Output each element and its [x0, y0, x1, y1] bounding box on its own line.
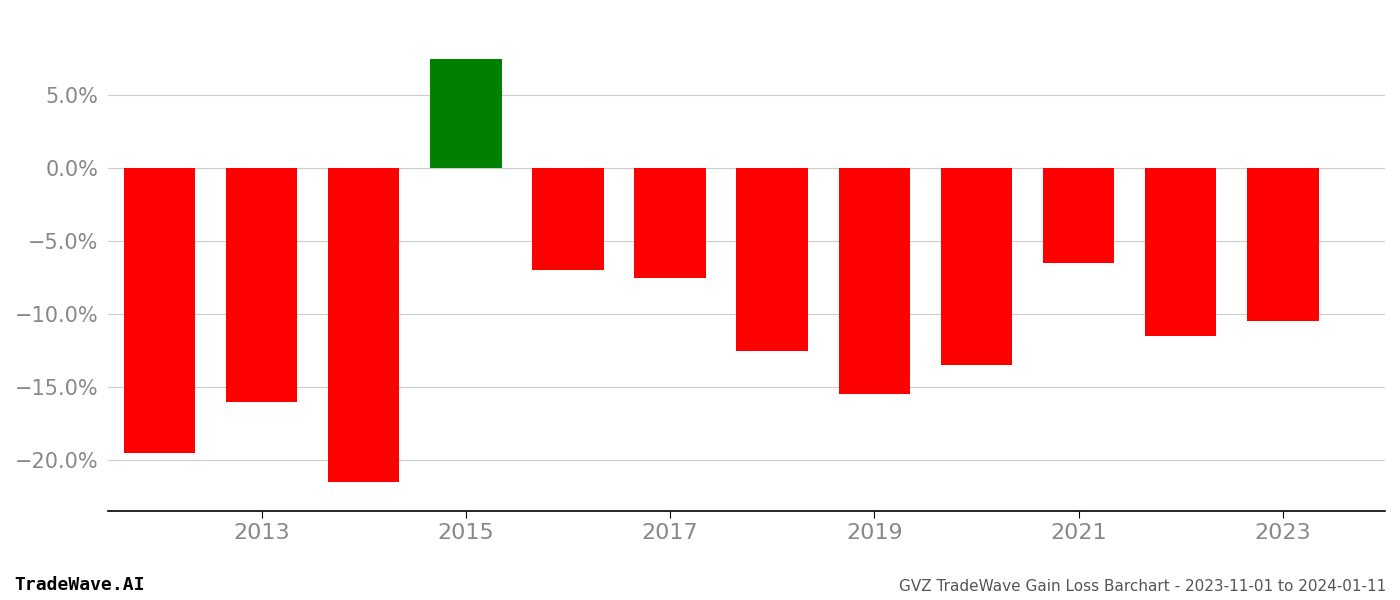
- Bar: [1145, 168, 1217, 336]
- Text: GVZ TradeWave Gain Loss Barchart - 2023-11-01 to 2024-01-11: GVZ TradeWave Gain Loss Barchart - 2023-…: [899, 579, 1386, 594]
- Bar: [941, 168, 1012, 365]
- Bar: [328, 168, 399, 482]
- Bar: [532, 168, 603, 271]
- Bar: [736, 168, 808, 350]
- Bar: [430, 59, 501, 168]
- Bar: [1043, 168, 1114, 263]
- Bar: [839, 168, 910, 394]
- Bar: [123, 168, 195, 453]
- Text: TradeWave.AI: TradeWave.AI: [14, 576, 144, 594]
- Bar: [1247, 168, 1319, 322]
- Bar: [225, 168, 297, 402]
- Bar: [634, 168, 706, 278]
